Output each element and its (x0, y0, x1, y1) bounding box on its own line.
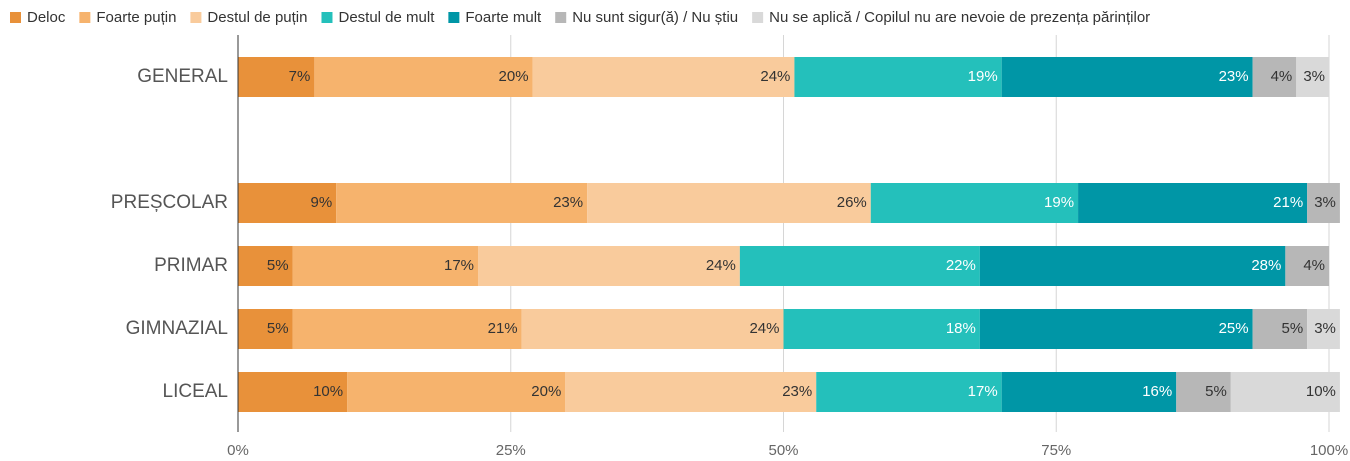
category-label: PRIMAR (154, 255, 228, 276)
bar-segment (870, 183, 1079, 223)
bar-segment (314, 57, 533, 97)
x-tick-label: 75% (1041, 442, 1071, 459)
bar-segment (587, 183, 871, 223)
bar-segment (238, 183, 337, 223)
data-label: 5% (267, 257, 289, 274)
legend-label: Deloc (27, 9, 66, 26)
legend-label: Destul de mult (338, 9, 435, 26)
bar-segment (1252, 309, 1308, 349)
data-label: 26% (837, 194, 867, 211)
data-label: 24% (760, 68, 790, 85)
bar-segment (238, 246, 293, 286)
category-label: GENERAL (137, 66, 228, 87)
data-label: 4% (1303, 257, 1325, 274)
data-label: 24% (706, 257, 736, 274)
legend-swatch (555, 12, 567, 23)
data-label: 21% (1273, 194, 1303, 211)
bar-segment (1296, 57, 1329, 97)
data-label: 28% (1251, 257, 1281, 274)
x-tick-label: 0% (227, 442, 249, 459)
data-label: 24% (749, 320, 779, 337)
bar-segment (1285, 246, 1329, 286)
data-label: 20% (499, 68, 529, 85)
data-label: 21% (488, 320, 518, 337)
data-label: 7% (289, 68, 311, 85)
bar-segment (292, 309, 522, 349)
bar-segment (521, 309, 784, 349)
bar-segment (1078, 183, 1308, 223)
bar-segment (1230, 372, 1340, 412)
data-label: 5% (267, 320, 289, 337)
data-label: 18% (946, 320, 976, 337)
x-tick-label: 50% (768, 442, 798, 459)
data-label: 5% (1205, 383, 1227, 400)
bar-segment (1176, 372, 1231, 412)
legend-label: Foarte puțin (96, 9, 176, 26)
data-label: 23% (1219, 68, 1249, 85)
legend-swatch (448, 12, 460, 23)
bar-segment (1001, 372, 1177, 412)
bar-segment (794, 57, 1002, 97)
data-label: 10% (313, 383, 343, 400)
legend-swatch (10, 12, 21, 23)
data-label: 19% (968, 68, 998, 85)
legend-swatch (321, 12, 333, 23)
data-label: 4% (1271, 68, 1293, 85)
bar-segment (347, 372, 566, 412)
data-label: 3% (1303, 68, 1325, 85)
bar-segment (532, 57, 795, 97)
bar-segment (816, 372, 1002, 412)
legend-label: Nu se aplică / Copilul nu are nevoie de … (769, 9, 1150, 26)
category-label: GIMNAZIAL (126, 318, 228, 339)
data-label: 9% (311, 194, 333, 211)
bar-segment (565, 372, 817, 412)
data-label: 23% (553, 194, 583, 211)
category-label: LICEAL (163, 381, 228, 402)
legend-swatch (190, 12, 202, 23)
bar-segment (979, 309, 1253, 349)
bar-segment (336, 183, 588, 223)
x-tick-label: 25% (496, 442, 526, 459)
bar-segment (1252, 57, 1297, 97)
data-label: 19% (1044, 194, 1074, 211)
bar-segment (1307, 183, 1340, 223)
data-label: 3% (1314, 194, 1336, 211)
data-label: 5% (1281, 320, 1303, 337)
legend-swatch (79, 12, 91, 23)
bar-segment (1307, 309, 1340, 349)
data-label: 17% (444, 257, 474, 274)
data-label: 20% (531, 383, 561, 400)
bar-segment (1001, 57, 1253, 97)
legend-label: Foarte mult (465, 9, 542, 26)
x-tick-label: 100% (1310, 442, 1348, 459)
category-label: PREȘCOLAR (111, 192, 228, 213)
data-label: 23% (782, 383, 812, 400)
bar-segment (238, 57, 315, 97)
data-label: 16% (1142, 383, 1172, 400)
legend-label: Destul de puțin (207, 9, 307, 26)
data-label: 25% (1219, 320, 1249, 337)
bar-segment (238, 372, 348, 412)
data-label: 22% (946, 257, 976, 274)
bar-segment (979, 246, 1286, 286)
bar-segment (292, 246, 479, 286)
legend-label: Nu sunt sigur(ă) / Nu știu (572, 9, 738, 26)
bar-segment (739, 246, 980, 286)
bar-segment (478, 246, 740, 286)
data-label: 10% (1306, 383, 1336, 400)
data-label: 17% (968, 383, 998, 400)
bar-segment (238, 309, 293, 349)
legend-swatch (752, 12, 764, 23)
data-label: 3% (1314, 320, 1336, 337)
bar-segment (783, 309, 980, 349)
